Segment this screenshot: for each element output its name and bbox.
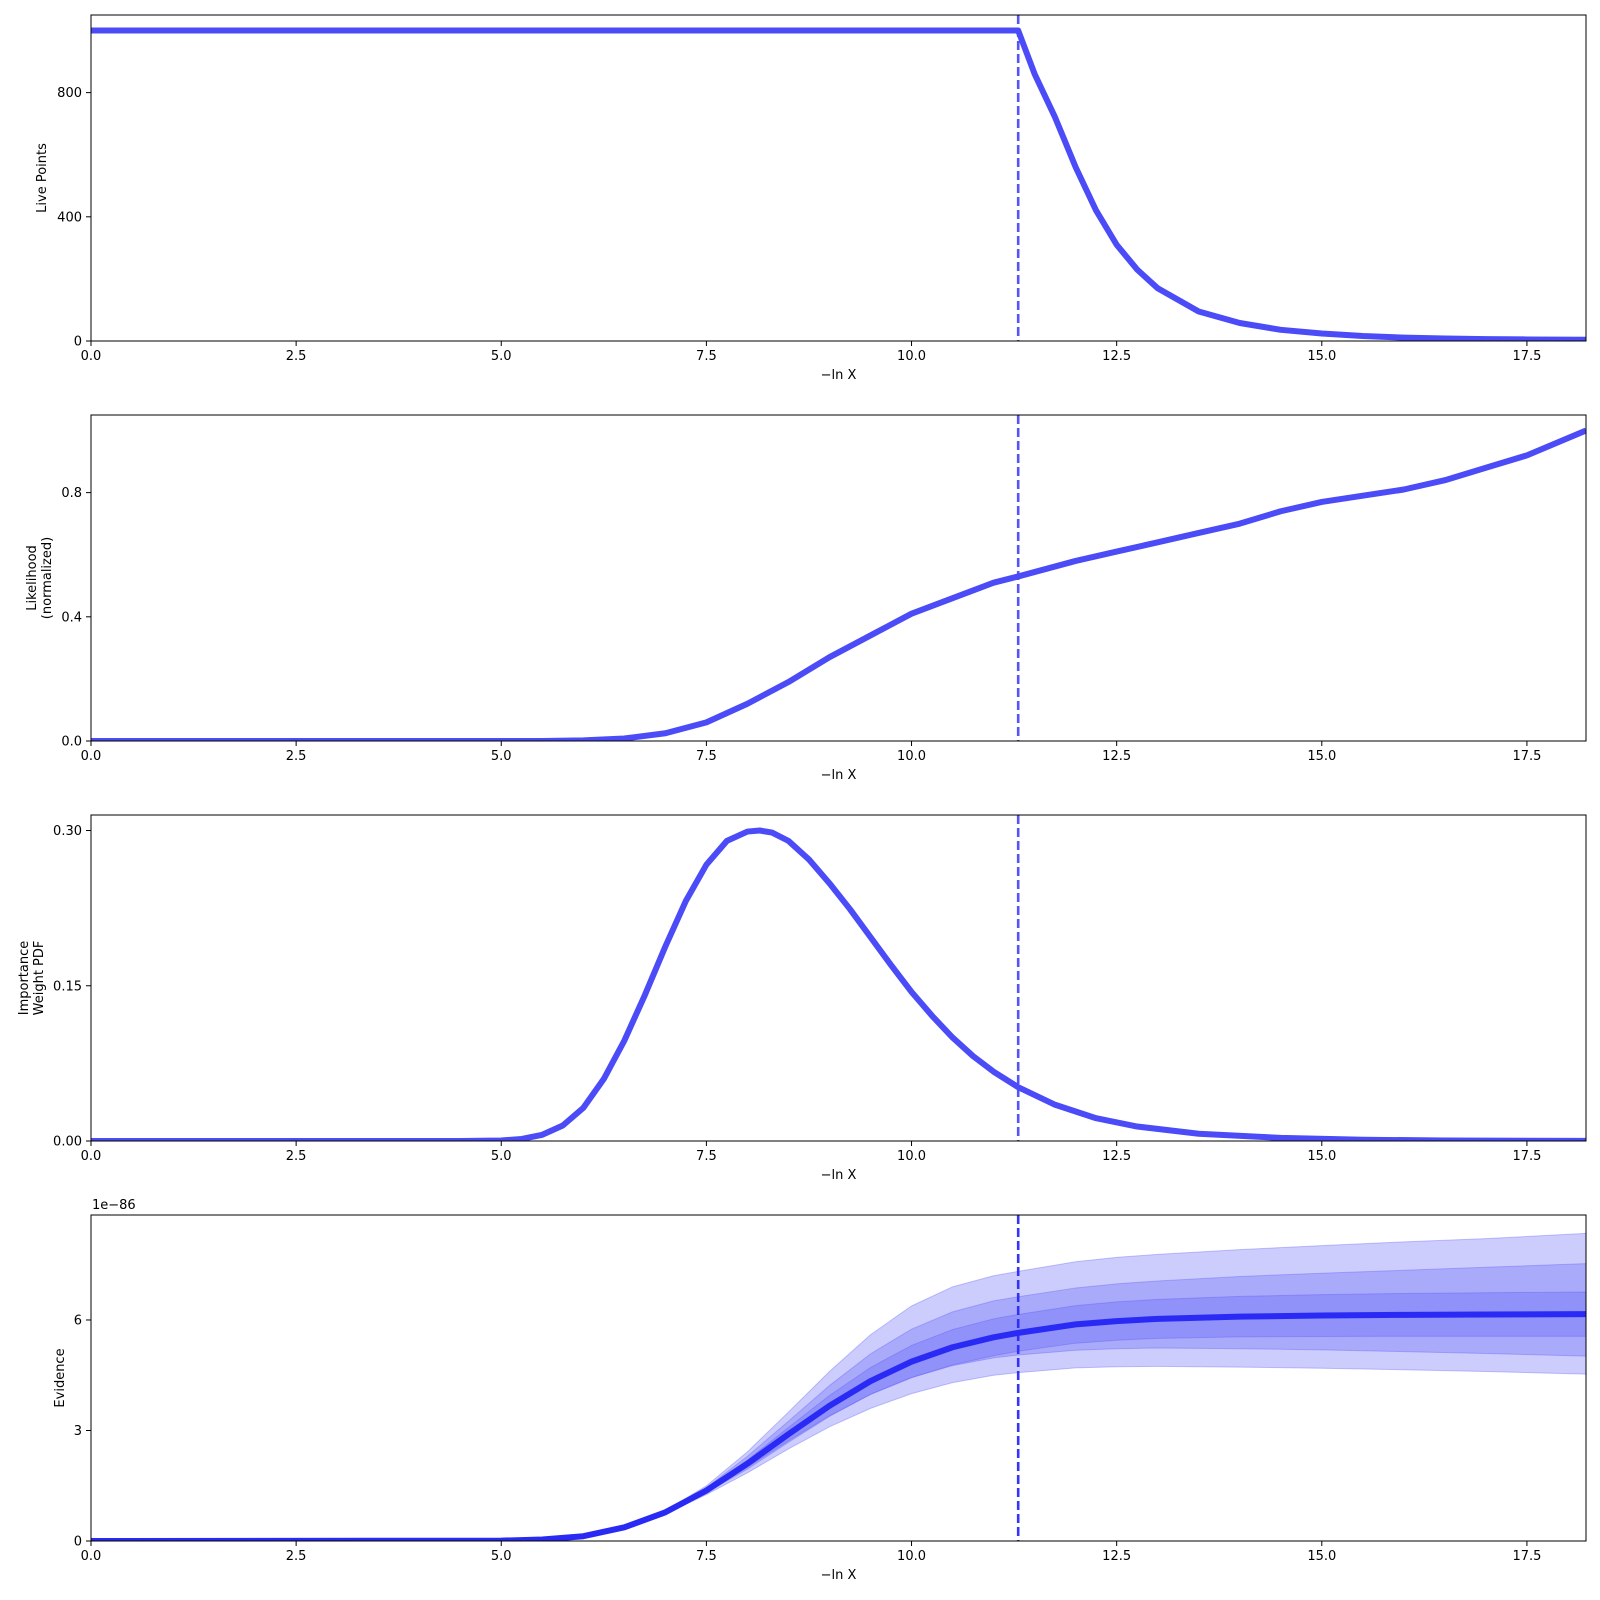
chart-4-offset-text: 1e−86 [92,1198,136,1213]
chart-1-series-line [91,27,1586,341]
chart-3: 0.0 2.5 5.0 7.5 10.0 12.5 15.0 17.5 0.00 0.15 0.30… [17,814,1587,1183]
chart-4-xtick-label: 12.5 [1102,1549,1131,1564]
chart-4-xtick-label: 0.0 [81,1549,102,1564]
chart-1-ytick-label: 800 [57,86,82,101]
chart-1-xtick-label: 5.0 [491,349,512,364]
chart-4-plot-area [91,1232,1586,1541]
chart-2-xtick-label: 7.5 [696,749,717,764]
chart-2-ytick-label: 0.8 [61,486,82,501]
chart-4-xtick-label: 17.5 [1512,1549,1541,1564]
chart-3-xtick-label: 0.0 [81,1149,102,1164]
chart-4-evidence-line [91,1311,1586,1541]
chart-4-xtick-label: 10.0 [897,1549,926,1564]
chart-2-xlabel: −ln X [821,768,857,783]
chart-4-xtick-label: 15.0 [1307,1549,1336,1564]
chart-1-xtick-label: 10.0 [897,349,926,364]
chart-4: 0.0 2.5 5.0 7.5 10.0 12.5 15.0 17.5 0 3 6 −ln X Evid… [53,1198,1587,1583]
chart-3-xtick-label: 12.5 [1102,1149,1131,1164]
chart-2: 0.0 2.5 5.0 7.5 10.0 12.5 15.0 17.5 0.0 0.4 0.8 −ln… [25,414,1587,783]
chart-1: 0.0 2.5 5.0 7.5 10.0 12.5 15.0 17.5 0 400 800 −ln X… [35,14,1587,383]
chart-1-xlabel: −ln X [821,368,857,383]
chart-3-xtick-label: 7.5 [696,1149,717,1164]
chart-3-ytick-label: 0.00 [53,1135,82,1150]
chart-1-xtick-label: 2.5 [286,349,307,364]
chart-1-xtick-label: 12.5 [1102,349,1131,364]
chart-2-xtick-label: 0.0 [81,749,102,764]
chart-4-axes-frame [90,1214,1587,1542]
chart-4-ylabel: Evidence [53,1348,68,1407]
chart-4-ytick-label: 0 [74,1535,82,1550]
chart-2-plot-area [91,427,1586,741]
chart-3-ylabel: ImportanceWeight PDF [17,941,47,1016]
chart-3-ytick-label: 0.15 [53,979,82,994]
chart-2-series-line [91,427,1586,741]
chart-4-band-1 [91,1232,1586,1541]
chart-1-xtick-label: 7.5 [696,349,717,364]
chart-2-ytick-label: 0.0 [61,735,82,750]
chart-4-ytick-label: 3 [74,1424,82,1439]
chart-2-ytick-label: 0.4 [61,610,82,625]
chart-1-ylabel: Live Points [35,143,50,213]
chart-2-xtick-label: 17.5 [1512,749,1541,764]
chart-2-xtick-label: 10.0 [897,749,926,764]
chart-2-ylabel: Likelihood(normalized) [25,537,55,619]
chart-4-xtick-label: 7.5 [696,1549,717,1564]
chart-3-xtick-label: 2.5 [286,1149,307,1164]
chart-1-plot-area [91,27,1586,341]
chart-3-ytick-label: 0.30 [53,824,82,839]
chart-1-xtick-label: 17.5 [1512,349,1541,364]
chart-1-xtick-label: 15.0 [1307,349,1336,364]
chart-1-ytick-label: 400 [57,210,82,225]
chart-2-xtick-label: 15.0 [1307,749,1336,764]
chart-1-ytick-label: 0 [74,335,82,350]
chart-3-xtick-label: 15.0 [1307,1149,1336,1164]
chart-1-xtick-label: 0.0 [81,349,102,364]
chart-4-xtick-label: 2.5 [286,1549,307,1564]
chart-2-axes-frame [90,414,1587,742]
chart-2-xtick-label: 2.5 [286,749,307,764]
chart-3-xlabel: −ln X [821,1168,857,1183]
chart-4-xtick-label: 5.0 [491,1549,512,1564]
chart-3-xtick-label: 5.0 [491,1149,512,1164]
chart-3-xtick-label: 10.0 [897,1149,926,1164]
chart-3-series-line [91,827,1586,1141]
chart-2-xtick-label: 12.5 [1102,749,1131,764]
chart-3-plot-area [91,827,1586,1141]
chart-4-ytick-label: 6 [74,1313,82,1328]
chart-4-xlabel: −ln X [821,1568,857,1583]
chart-3-xtick-label: 17.5 [1512,1149,1541,1164]
chart-3-axes-frame [90,814,1587,1142]
chart-2-xtick-label: 5.0 [491,749,512,764]
chart-1-axes-frame [90,14,1587,342]
